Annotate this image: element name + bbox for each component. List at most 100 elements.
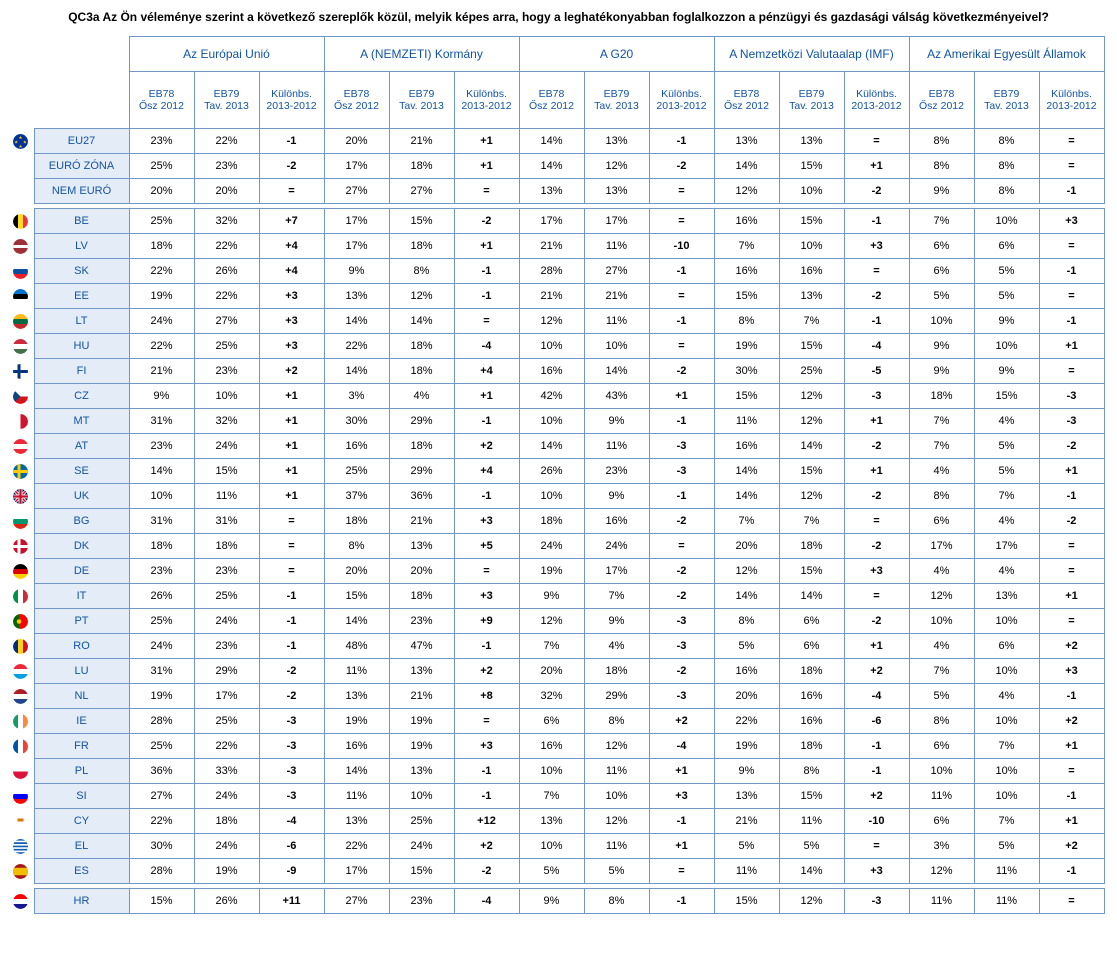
diff-cell: -6 (844, 709, 909, 734)
value-cell: 4% (389, 384, 454, 409)
value-cell: 16% (324, 734, 389, 759)
diff-cell: -1 (454, 484, 519, 509)
diff-cell: -2 (259, 659, 324, 684)
diff-cell: -3 (1039, 409, 1104, 434)
diff-cell: -1 (844, 209, 909, 234)
diff-cell: +1 (649, 834, 714, 859)
value-cell: 5% (974, 834, 1039, 859)
diff-cell: = (259, 509, 324, 534)
value-cell: 23% (584, 459, 649, 484)
diff-cell: -1 (454, 409, 519, 434)
table-row: BE25%32%+717%15%-217%17%=16%15%-17%10%+3 (13, 209, 1105, 234)
value-cell: 17% (194, 684, 259, 709)
value-cell: 16% (779, 709, 844, 734)
diff-cell: -3 (259, 709, 324, 734)
value-cell: 18% (779, 659, 844, 684)
value-cell: 22% (324, 334, 389, 359)
table-row: HU22%25%+322%18%-410%10%=19%15%-49%10%+1 (13, 334, 1105, 359)
value-cell: 23% (194, 634, 259, 659)
diff-cell: +4 (454, 359, 519, 384)
diff-cell: -1 (1039, 859, 1104, 884)
diff-cell: -2 (649, 359, 714, 384)
value-cell: 20% (129, 179, 194, 204)
value-cell: 13% (779, 129, 844, 154)
diff-cell: -3 (259, 734, 324, 759)
row-label: PT (34, 609, 129, 634)
diff-cell: -1 (1039, 259, 1104, 284)
value-cell: 10% (909, 309, 974, 334)
row-label: MT (34, 409, 129, 434)
flag-cz-icon (13, 389, 28, 404)
value-cell: 14% (324, 609, 389, 634)
value-cell: 12% (779, 384, 844, 409)
value-cell: 11% (584, 234, 649, 259)
flag-cell (13, 684, 35, 709)
value-cell: 6% (974, 234, 1039, 259)
diff-cell: -1 (649, 409, 714, 434)
value-cell: 22% (129, 809, 194, 834)
value-cell: 23% (194, 559, 259, 584)
value-cell: 18% (909, 384, 974, 409)
value-cell: 25% (129, 154, 194, 179)
table-row: EL30%24%-622%24%+210%11%+15%5%=3%5%+2 (13, 834, 1105, 859)
value-cell: 12% (389, 284, 454, 309)
table-row: LV18%22%+417%18%+121%11%-107%10%+36%6%= (13, 234, 1105, 259)
diff-cell: +1 (649, 384, 714, 409)
value-cell: 10% (974, 709, 1039, 734)
diff-cell: -2 (649, 154, 714, 179)
flag-cell (13, 309, 35, 334)
group-header: A (NEMZETI) Kormány (324, 37, 519, 72)
row-label: CY (34, 809, 129, 834)
value-cell: 12% (584, 809, 649, 834)
value-cell: 18% (129, 534, 194, 559)
row-label: IE (34, 709, 129, 734)
value-cell: 9% (974, 359, 1039, 384)
table-row: LU31%29%-211%13%+220%18%-216%18%+27%10%+… (13, 659, 1105, 684)
value-cell: 15% (714, 889, 779, 914)
value-cell: 9% (519, 584, 584, 609)
value-cell: 25% (194, 334, 259, 359)
value-cell: 13% (779, 284, 844, 309)
flag-cell (13, 889, 35, 914)
flag-lv-icon (13, 239, 28, 254)
diff-cell: -4 (259, 809, 324, 834)
flag-cell (13, 359, 35, 384)
value-cell: 20% (519, 659, 584, 684)
sub-header: Különbs.2013-2012 (844, 72, 909, 129)
sub-header: Különbs.2013-2012 (259, 72, 324, 129)
row-label: BE (34, 209, 129, 234)
diff-cell: +3 (1039, 659, 1104, 684)
diff-cell: -2 (649, 509, 714, 534)
value-cell: 5% (974, 259, 1039, 284)
diff-cell: = (454, 559, 519, 584)
value-cell: 24% (389, 834, 454, 859)
flag-cell (13, 609, 35, 634)
diff-cell: -5 (844, 359, 909, 384)
table-row: LT24%27%+314%14%=12%11%-18%7%-110%9%-1 (13, 309, 1105, 334)
value-cell: 23% (194, 154, 259, 179)
value-cell: 7% (974, 809, 1039, 834)
diff-cell: = (259, 559, 324, 584)
value-cell: 3% (324, 384, 389, 409)
diff-cell: +1 (1039, 584, 1104, 609)
value-cell: 12% (519, 309, 584, 334)
value-cell: 27% (324, 889, 389, 914)
value-cell: 9% (909, 334, 974, 359)
value-cell: 15% (779, 334, 844, 359)
row-label: ES (34, 859, 129, 884)
flag-cell (13, 759, 35, 784)
table-row: CZ9%10%+13%4%+142%43%+115%12%-318%15%-3 (13, 384, 1105, 409)
table-row: NEM EURÓ20%20%=27%27%=13%13%=12%10%-29%8… (13, 179, 1105, 204)
diff-cell: = (454, 179, 519, 204)
value-cell: 8% (974, 129, 1039, 154)
table-row: DE23%23%=20%20%=19%17%-212%15%+34%4%= (13, 559, 1105, 584)
value-cell: 18% (519, 509, 584, 534)
diff-cell: -6 (259, 834, 324, 859)
value-cell: 16% (714, 259, 779, 284)
value-cell: 12% (909, 584, 974, 609)
value-cell: 20% (714, 684, 779, 709)
flag-cell (13, 859, 35, 884)
value-cell: 9% (909, 179, 974, 204)
value-cell: 5% (584, 859, 649, 884)
value-cell: 14% (714, 154, 779, 179)
